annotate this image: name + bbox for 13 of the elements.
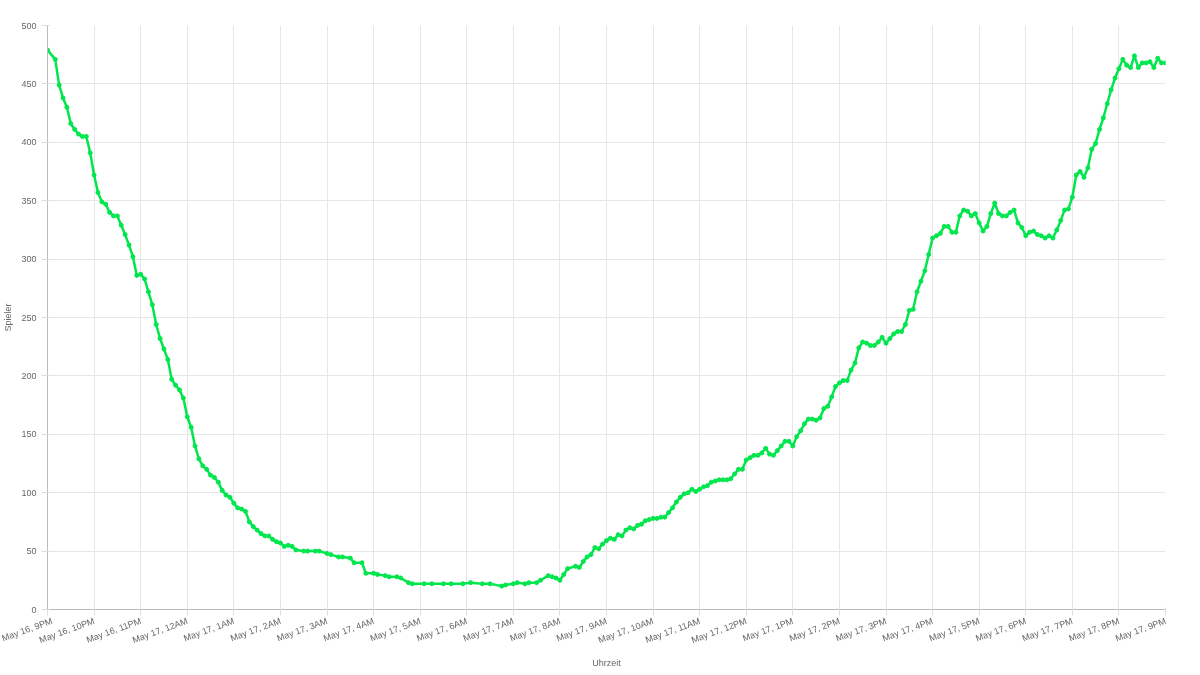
y-tick-label: 450 (21, 78, 37, 89)
y-tick-label: 250 (21, 312, 37, 323)
y-tick-label: 0 (31, 604, 37, 615)
y-tick-label: 300 (21, 254, 37, 265)
y-tick-label: 200 (21, 370, 37, 381)
y-tick-label: 100 (21, 487, 37, 498)
y-tick-label: 500 (21, 20, 37, 31)
y-tick-label: 350 (21, 195, 37, 206)
x-axis-title: Uhrzeit (592, 657, 622, 668)
y-tick-label: 400 (21, 137, 37, 148)
y-tick-label: 50 (26, 546, 37, 557)
y-tick-label: 150 (21, 429, 37, 440)
y-axis-title: Spieler (3, 303, 14, 332)
